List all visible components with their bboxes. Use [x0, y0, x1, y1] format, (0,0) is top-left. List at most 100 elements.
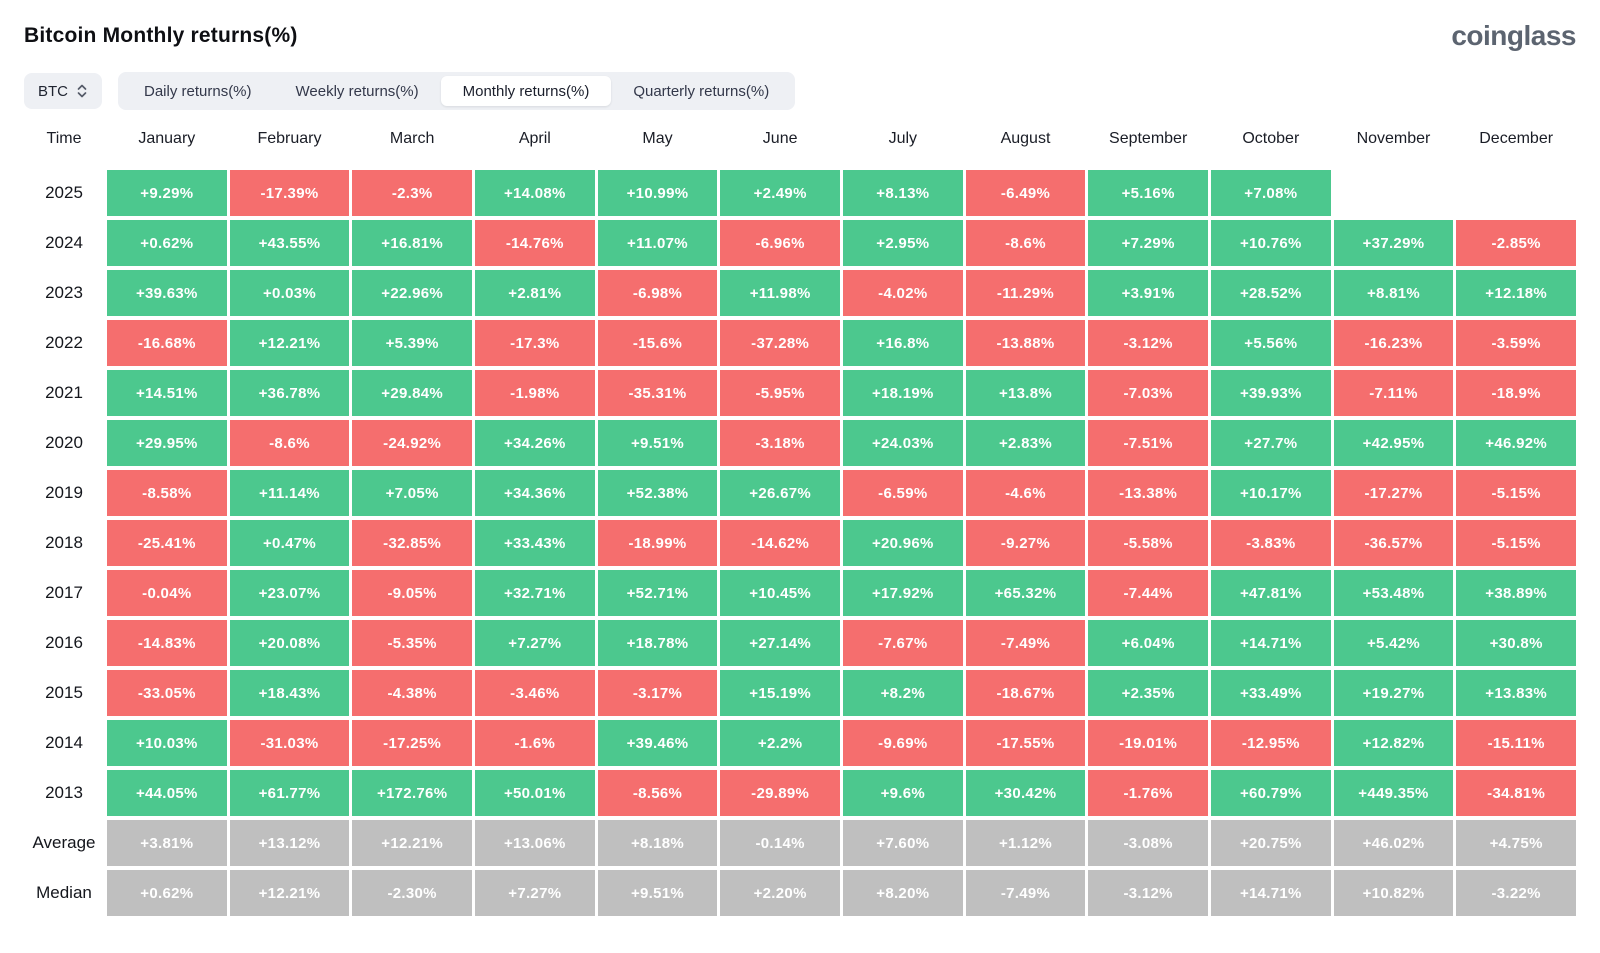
return-cell-2023-august: -11.29%	[965, 270, 1086, 316]
return-cell-average-february: +13.12%	[229, 820, 350, 866]
return-cell-2014-april: -1.6%	[474, 720, 595, 766]
month-header-august: August	[1000, 130, 1051, 147]
return-cell-2022-may: -15.6%	[597, 320, 718, 366]
tab-monthly-returns[interactable]: Monthly returns(%)	[440, 76, 612, 106]
month-header-april: April	[518, 130, 551, 147]
row-label-2020: 2020	[45, 433, 83, 452]
updown-chevron-icon	[76, 83, 88, 99]
row-label-2018: 2018	[45, 533, 83, 552]
return-cell-2020-december: +46.92%	[1456, 420, 1576, 466]
topbar: Bitcoin Monthly returns(%) coinglass	[24, 14, 1576, 58]
return-cell-2019-december: -5.15%	[1456, 470, 1576, 516]
page-title: Bitcoin Monthly returns(%)	[24, 24, 298, 47]
return-cell-median-august: -7.49%	[965, 870, 1086, 916]
return-cell-2019-may: +52.38%	[597, 470, 718, 516]
return-cell-2023-september: +3.91%	[1088, 270, 1208, 316]
return-cell-2016-may: +18.78%	[597, 620, 718, 666]
return-cell-2016-april: +7.27%	[474, 620, 595, 666]
return-cell-empty	[1334, 170, 1454, 216]
return-cell-2017-april: +32.71%	[474, 570, 595, 616]
tab-quarterly-returns[interactable]: Quarterly returns(%)	[611, 76, 791, 106]
return-cell-2013-june: -29.89%	[720, 770, 840, 816]
return-cell-2025-august: -6.49%	[965, 170, 1086, 216]
return-cell-average-january: +3.81%	[107, 820, 227, 866]
return-cell-2025-april: +14.08%	[474, 170, 595, 216]
return-cell-2014-february: -31.03%	[229, 720, 350, 766]
return-cell-2020-january: +29.95%	[107, 420, 227, 466]
return-cell-2017-march: -9.05%	[352, 570, 472, 616]
row-label-2017: 2017	[45, 583, 83, 602]
return-cell-2023-december: +12.18%	[1456, 270, 1576, 316]
return-cell-2021-january: +14.51%	[107, 370, 227, 416]
return-cell-2018-october: -3.83%	[1210, 520, 1331, 566]
return-cell-2021-september: -7.03%	[1088, 370, 1208, 416]
return-cell-2014-june: +2.2%	[720, 720, 840, 766]
month-header-february: February	[257, 130, 322, 147]
return-cell-2023-april: +2.81%	[474, 270, 595, 316]
return-cell-median-june: +2.20%	[720, 870, 840, 916]
return-cell-2018-may: -18.99%	[597, 520, 718, 566]
return-cell-2015-february: +18.43%	[229, 670, 350, 716]
return-cell-2024-december: -2.85%	[1456, 220, 1576, 266]
row-label-2025: 2025	[45, 183, 83, 202]
return-cell-median-january: +0.62%	[107, 870, 227, 916]
return-cell-median-may: +9.51%	[597, 870, 718, 916]
return-cell-2013-august: +30.42%	[965, 770, 1086, 816]
row-label-average: Average	[32, 833, 96, 852]
symbol-selector[interactable]: BTC	[24, 73, 102, 109]
return-cell-2024-march: +16.81%	[352, 220, 472, 266]
return-cell-2023-october: +28.52%	[1210, 270, 1331, 316]
return-cell-2016-february: +20.08%	[229, 620, 350, 666]
return-cell-empty	[1456, 170, 1576, 216]
return-cell-2018-august: -9.27%	[965, 520, 1086, 566]
return-cell-2019-february: +11.14%	[229, 470, 350, 516]
return-cell-average-august: +1.12%	[965, 820, 1086, 866]
return-cell-2015-april: -3.46%	[474, 670, 595, 716]
return-cell-2019-september: -13.38%	[1088, 470, 1208, 516]
return-cell-2014-december: -15.11%	[1456, 720, 1576, 766]
month-header-september: September	[1109, 130, 1188, 147]
return-cell-2021-july: +18.19%	[842, 370, 963, 416]
row-label-2022: 2022	[45, 333, 83, 352]
return-cell-2022-september: -3.12%	[1088, 320, 1208, 366]
return-cell-median-february: +12.21%	[229, 870, 350, 916]
return-cell-2023-february: +0.03%	[229, 270, 350, 316]
return-cell-2015-november: +19.27%	[1333, 670, 1454, 716]
return-cell-2022-august: -13.88%	[965, 320, 1086, 366]
return-cell-2022-june: -37.28%	[720, 320, 840, 366]
return-cell-average-march: +12.21%	[352, 820, 472, 866]
return-cell-2018-september: -5.58%	[1088, 520, 1208, 566]
return-cell-2022-december: -3.59%	[1456, 320, 1576, 366]
tab-daily-returns[interactable]: Daily returns(%)	[122, 76, 274, 106]
return-cell-2017-february: +23.07%	[229, 570, 350, 616]
return-cell-2024-april: -14.76%	[474, 220, 595, 266]
row-label-2015: 2015	[45, 683, 83, 702]
return-cell-2016-september: +6.04%	[1088, 620, 1208, 666]
return-cell-2018-november: -36.57%	[1333, 520, 1454, 566]
return-cell-median-december: -3.22%	[1456, 870, 1576, 916]
return-cell-2019-august: -4.6%	[965, 470, 1086, 516]
return-cell-2024-january: +0.62%	[107, 220, 227, 266]
return-cell-average-september: -3.08%	[1088, 820, 1208, 866]
row-label-2019: 2019	[45, 483, 83, 502]
return-cell-2016-december: +30.8%	[1456, 620, 1576, 666]
return-cell-2019-july: -6.59%	[842, 470, 963, 516]
return-cell-2014-july: -9.69%	[842, 720, 963, 766]
coinglass-logo: coinglass	[1451, 20, 1576, 51]
return-cell-2016-august: -7.49%	[965, 620, 1086, 666]
return-cell-2020-november: +42.95%	[1333, 420, 1454, 466]
return-cell-2019-november: -17.27%	[1333, 470, 1454, 516]
month-header-may: May	[642, 130, 673, 147]
return-cell-2024-february: +43.55%	[229, 220, 350, 266]
return-cell-2019-april: +34.36%	[474, 470, 595, 516]
return-cell-2014-november: +12.82%	[1333, 720, 1454, 766]
row-label-2014: 2014	[45, 733, 83, 752]
return-cell-2013-december: -34.81%	[1456, 770, 1576, 816]
return-cell-2017-december: +38.89%	[1456, 570, 1576, 616]
return-cell-2014-september: -19.01%	[1088, 720, 1208, 766]
row-label-2021: 2021	[45, 383, 83, 402]
return-cell-2019-october: +10.17%	[1210, 470, 1331, 516]
return-cell-2014-may: +39.46%	[597, 720, 718, 766]
tab-weekly-returns[interactable]: Weekly returns(%)	[274, 76, 441, 106]
coinglass-returns-page: Bitcoin Monthly returns(%) coinglass BTC…	[24, 14, 1576, 916]
